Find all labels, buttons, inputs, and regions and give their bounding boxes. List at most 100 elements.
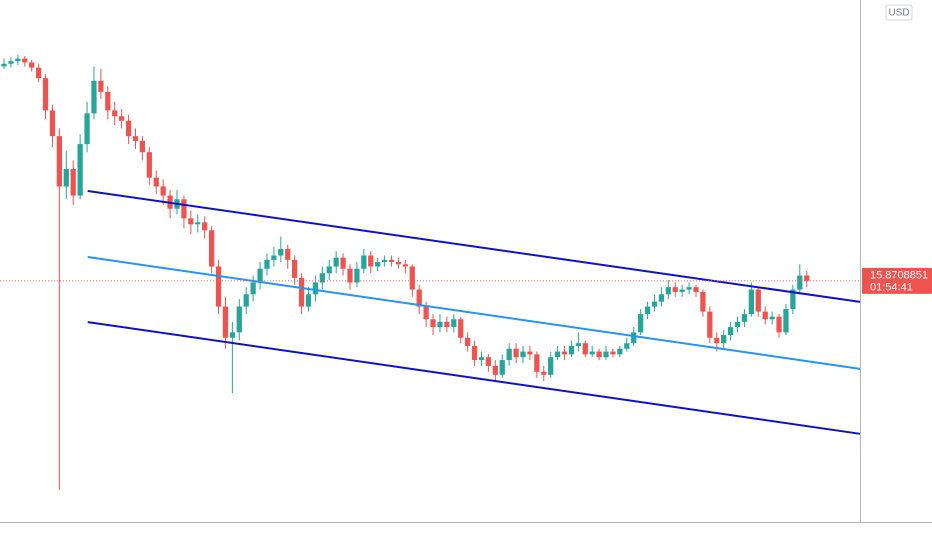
candle-body bbox=[70, 168, 76, 196]
candle-body bbox=[444, 321, 450, 328]
channel-line bbox=[87, 190, 861, 303]
candle-body bbox=[368, 255, 374, 267]
channel-line bbox=[87, 256, 861, 370]
candle-body bbox=[541, 371, 547, 375]
countdown-label: 01:54:41 bbox=[870, 282, 913, 294]
candle-body bbox=[465, 337, 471, 346]
candle-body bbox=[561, 351, 568, 355]
candle-body bbox=[548, 357, 554, 375]
candle-body bbox=[56, 136, 63, 187]
candle-body bbox=[631, 332, 637, 344]
candle-body bbox=[29, 62, 35, 68]
candle-body bbox=[513, 348, 519, 358]
candle-body bbox=[714, 337, 720, 344]
candle-body bbox=[748, 289, 754, 315]
candle-body bbox=[638, 314, 644, 333]
candle-body bbox=[215, 266, 222, 307]
candle-body bbox=[77, 144, 83, 196]
candle-body bbox=[651, 301, 658, 307]
candle-body bbox=[35, 67, 42, 79]
candle-body bbox=[658, 294, 665, 302]
candle-body bbox=[8, 61, 14, 64]
candle-body bbox=[589, 351, 595, 355]
time-axis-bg bbox=[0, 522, 932, 550]
candle-body bbox=[527, 351, 533, 355]
last-price-label: 15.8708851 bbox=[870, 270, 928, 282]
candle-body bbox=[769, 316, 775, 320]
candle-body bbox=[485, 357, 492, 366]
candle-body bbox=[707, 311, 713, 338]
candle-body bbox=[361, 255, 367, 269]
candle-body bbox=[762, 311, 768, 320]
candle-body bbox=[181, 199, 187, 219]
candle-body bbox=[285, 249, 291, 260]
candle-body bbox=[665, 287, 671, 295]
candle-body bbox=[700, 291, 706, 312]
candle-body bbox=[520, 351, 526, 358]
candle-body bbox=[195, 222, 201, 225]
candle-body bbox=[354, 268, 360, 283]
currency-badge bbox=[885, 4, 913, 21]
candle-body bbox=[568, 345, 575, 355]
candle-body bbox=[506, 348, 512, 361]
candle-body bbox=[423, 306, 429, 320]
candle-body bbox=[160, 186, 166, 196]
candle-body bbox=[395, 262, 402, 265]
candle-body bbox=[236, 306, 242, 333]
candle-body bbox=[797, 275, 803, 290]
candle-body bbox=[693, 287, 699, 292]
candle-body bbox=[402, 264, 408, 267]
candle-body bbox=[478, 357, 485, 361]
candle-body bbox=[721, 335, 727, 344]
candle-body bbox=[153, 177, 159, 187]
candle-body bbox=[582, 343, 588, 355]
candle-body bbox=[783, 309, 789, 333]
candle-body bbox=[492, 365, 498, 375]
plot-layer bbox=[0, 54, 861, 490]
candle-body bbox=[146, 152, 152, 178]
candle-body bbox=[243, 294, 249, 307]
candle-body bbox=[208, 230, 215, 267]
candle-body bbox=[596, 351, 602, 358]
candle-body bbox=[603, 351, 609, 358]
candle-body bbox=[298, 277, 305, 307]
candle-body bbox=[125, 120, 132, 137]
candle-body bbox=[42, 78, 49, 111]
candle-body bbox=[1, 63, 7, 67]
candle-body bbox=[98, 80, 104, 92]
candle-body bbox=[534, 354, 540, 372]
candle-body bbox=[15, 58, 21, 62]
candle-body bbox=[257, 268, 263, 283]
candle-body bbox=[755, 289, 761, 312]
candle-body bbox=[49, 110, 56, 137]
candle-body bbox=[388, 259, 395, 263]
candle-body bbox=[188, 218, 194, 225]
candle-body bbox=[63, 168, 69, 187]
candle-body bbox=[119, 116, 125, 121]
candle-body bbox=[333, 257, 339, 267]
candle-body bbox=[132, 136, 139, 141]
candle-body bbox=[105, 91, 111, 111]
candle-body bbox=[624, 343, 630, 349]
candle-body bbox=[222, 306, 229, 338]
candle-body bbox=[617, 348, 623, 355]
candle-body bbox=[734, 321, 741, 328]
candle-body bbox=[347, 268, 353, 283]
candle-body bbox=[554, 351, 561, 358]
candle-body bbox=[250, 282, 256, 295]
candle-body bbox=[610, 351, 616, 355]
candle-body bbox=[679, 289, 685, 292]
candle-body bbox=[292, 259, 298, 278]
candle-body bbox=[727, 327, 734, 336]
candle-body bbox=[305, 294, 312, 307]
candle-body bbox=[271, 255, 277, 260]
channel-line bbox=[87, 321, 861, 435]
candle-body bbox=[451, 319, 457, 328]
candle-body bbox=[672, 287, 678, 292]
candle-body bbox=[644, 306, 651, 315]
candle-body bbox=[804, 275, 810, 281]
last-price-box bbox=[862, 267, 932, 294]
candle-body bbox=[458, 319, 464, 338]
